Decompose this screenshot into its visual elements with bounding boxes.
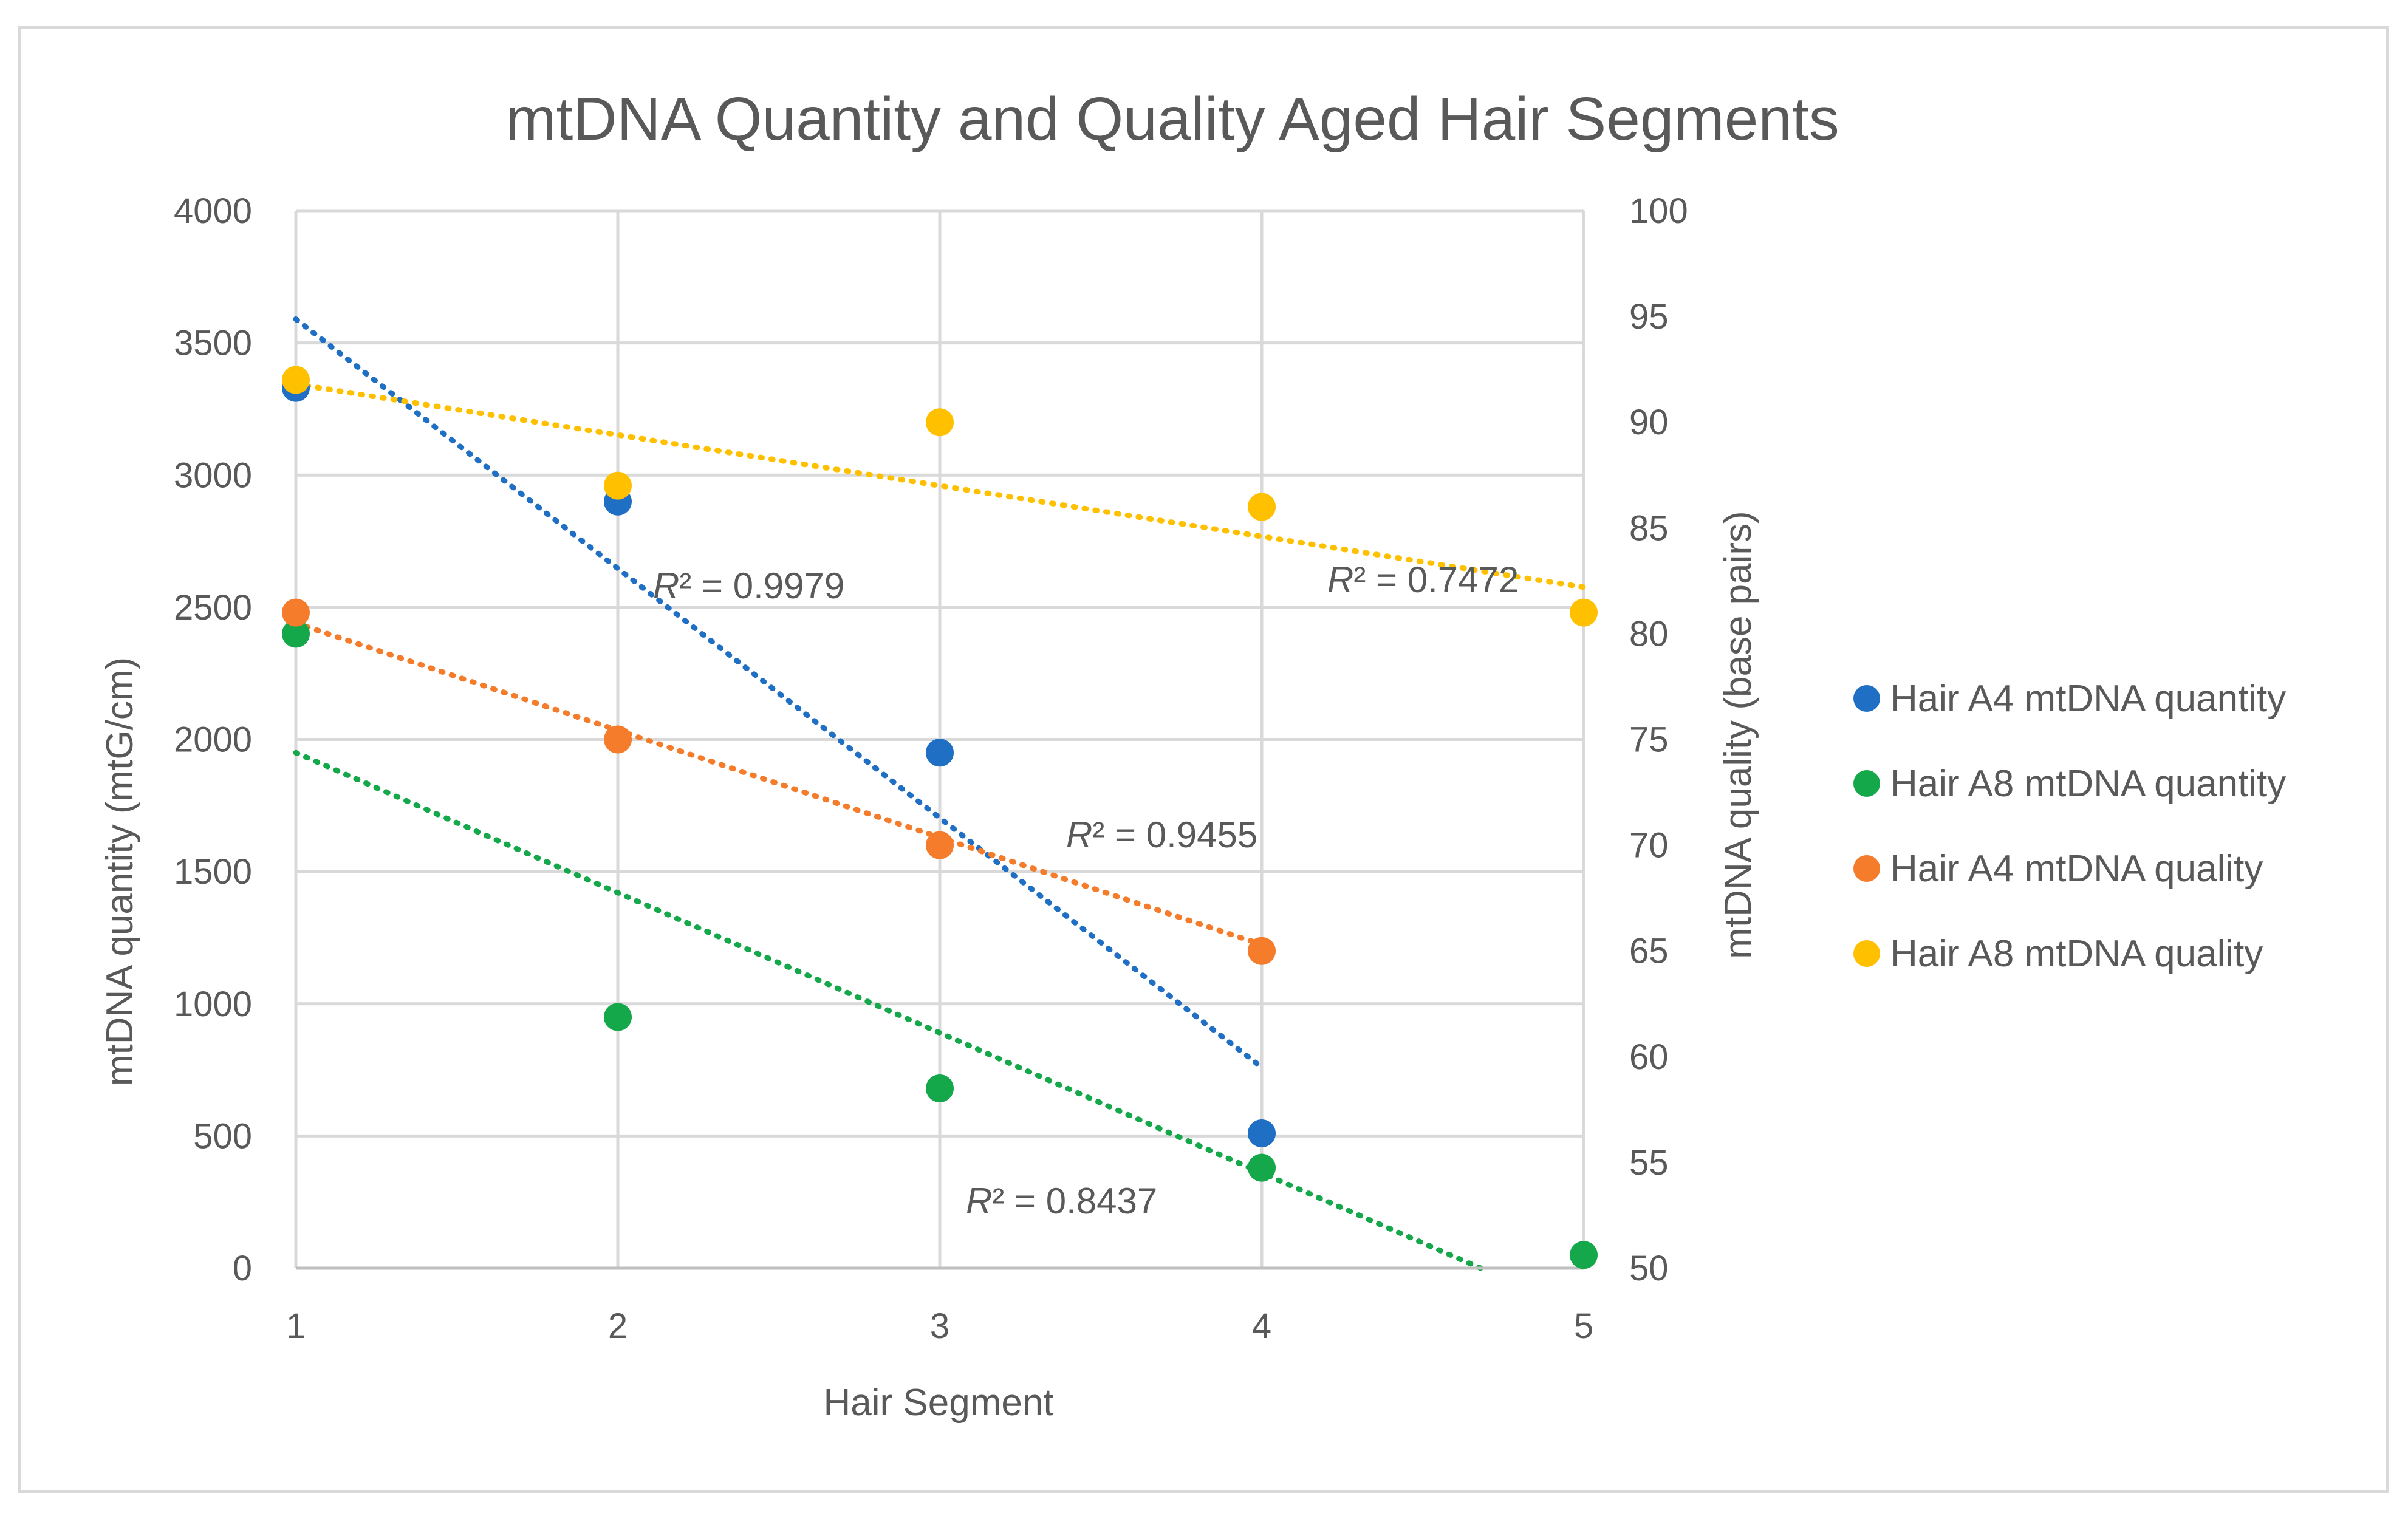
y2-tick-label: 65 xyxy=(1629,932,1669,971)
y2-tick-label: 85 xyxy=(1629,508,1669,548)
data-point xyxy=(282,620,310,648)
trendlines xyxy=(293,316,1587,1271)
y-tick-label: 3000 xyxy=(174,456,252,495)
r-squared-label: R² = 0.7472 xyxy=(1327,559,1519,600)
trendline xyxy=(293,749,1483,1271)
legend-label: Hair A8 mtDNA quality xyxy=(1890,933,2263,975)
legend-label: Hair A8 mtDNA quantity xyxy=(1890,763,2286,805)
trendline xyxy=(293,316,1265,1070)
trendline xyxy=(293,620,1265,947)
legend-marker xyxy=(1853,770,1880,797)
y-tick-label: 500 xyxy=(193,1116,252,1156)
y2-tick-label: 75 xyxy=(1629,720,1669,760)
r-squared-label: R² = 0.8437 xyxy=(966,1181,1157,1221)
data-point xyxy=(1248,937,1276,965)
r-squared-label: R² = 0.9455 xyxy=(1066,814,1257,855)
data-point xyxy=(1248,1119,1276,1148)
r-squared-label: R² = 0.9979 xyxy=(653,565,844,606)
data-point xyxy=(282,598,310,627)
y2-tick-label: 100 xyxy=(1629,191,1688,231)
chart-frame xyxy=(18,26,2389,1493)
y2-tick-label: 90 xyxy=(1629,403,1669,442)
x-tick-label: 3 xyxy=(930,1306,949,1346)
axes: 0 500 1000 1500 2000 2500 3000 3500 4000 50 55 60 65… xyxy=(174,191,1688,1346)
legend-marker xyxy=(1853,940,1880,967)
data-point xyxy=(926,831,954,859)
x-axis-title: Hair Segment xyxy=(823,1382,1053,1424)
chart-title: mtDNA Quantity and Quality Aged Hair Seg… xyxy=(505,85,1839,153)
legend-label: Hair A4 mtDNA quality xyxy=(1890,848,2263,890)
y-tick-label: 2500 xyxy=(174,588,252,627)
y2-tick-label: 50 xyxy=(1629,1249,1669,1288)
data-point xyxy=(1248,493,1276,521)
y-axis-title: mtDNA quantity (mtG/cm) xyxy=(99,657,141,1086)
legend-marker xyxy=(1853,855,1880,882)
data-point xyxy=(604,725,632,754)
y2-axis-title: mtDNA quality (base pairs) xyxy=(1717,511,1759,958)
y-tick-label: 3500 xyxy=(174,324,252,363)
data-point xyxy=(1570,598,1598,627)
y2-tick-label: 95 xyxy=(1629,297,1669,336)
data-point xyxy=(604,471,632,500)
y2-tick-label: 55 xyxy=(1629,1143,1669,1183)
labels: R² = 0.9979 R² = 0.8437 R² = 0.9455 R² = 0.… xyxy=(653,559,1519,1221)
data-point xyxy=(926,739,954,767)
x-tick-label: 4 xyxy=(1252,1306,1271,1346)
data-point xyxy=(1570,1241,1598,1269)
data-point xyxy=(926,1074,954,1103)
data-point xyxy=(282,366,310,394)
data-point xyxy=(926,408,954,437)
data-point xyxy=(1248,1153,1276,1182)
y2-tick-label: 80 xyxy=(1629,614,1669,654)
legend-marker xyxy=(1853,685,1880,712)
data-points xyxy=(282,366,1598,1269)
x-tick-label: 2 xyxy=(608,1306,628,1346)
trendline xyxy=(293,381,1587,590)
y2-tick-label: 70 xyxy=(1629,826,1669,865)
y-tick-label: 1500 xyxy=(174,852,252,892)
y-tick-label: 1000 xyxy=(174,985,252,1024)
x-tick-label: 1 xyxy=(286,1306,306,1346)
y-tick-label: 2000 xyxy=(174,720,252,760)
x-tick-label: 5 xyxy=(1574,1306,1593,1346)
y-tick-label: 0 xyxy=(233,1249,252,1288)
y2-tick-label: 60 xyxy=(1629,1037,1669,1077)
legend: Hair A4 mtDNA quantity Hair A8 mtDNA quan… xyxy=(1853,678,2286,975)
y-tick-label: 4000 xyxy=(174,191,252,231)
data-point xyxy=(604,1003,632,1031)
legend-label: Hair A4 mtDNA quantity xyxy=(1890,678,2286,720)
